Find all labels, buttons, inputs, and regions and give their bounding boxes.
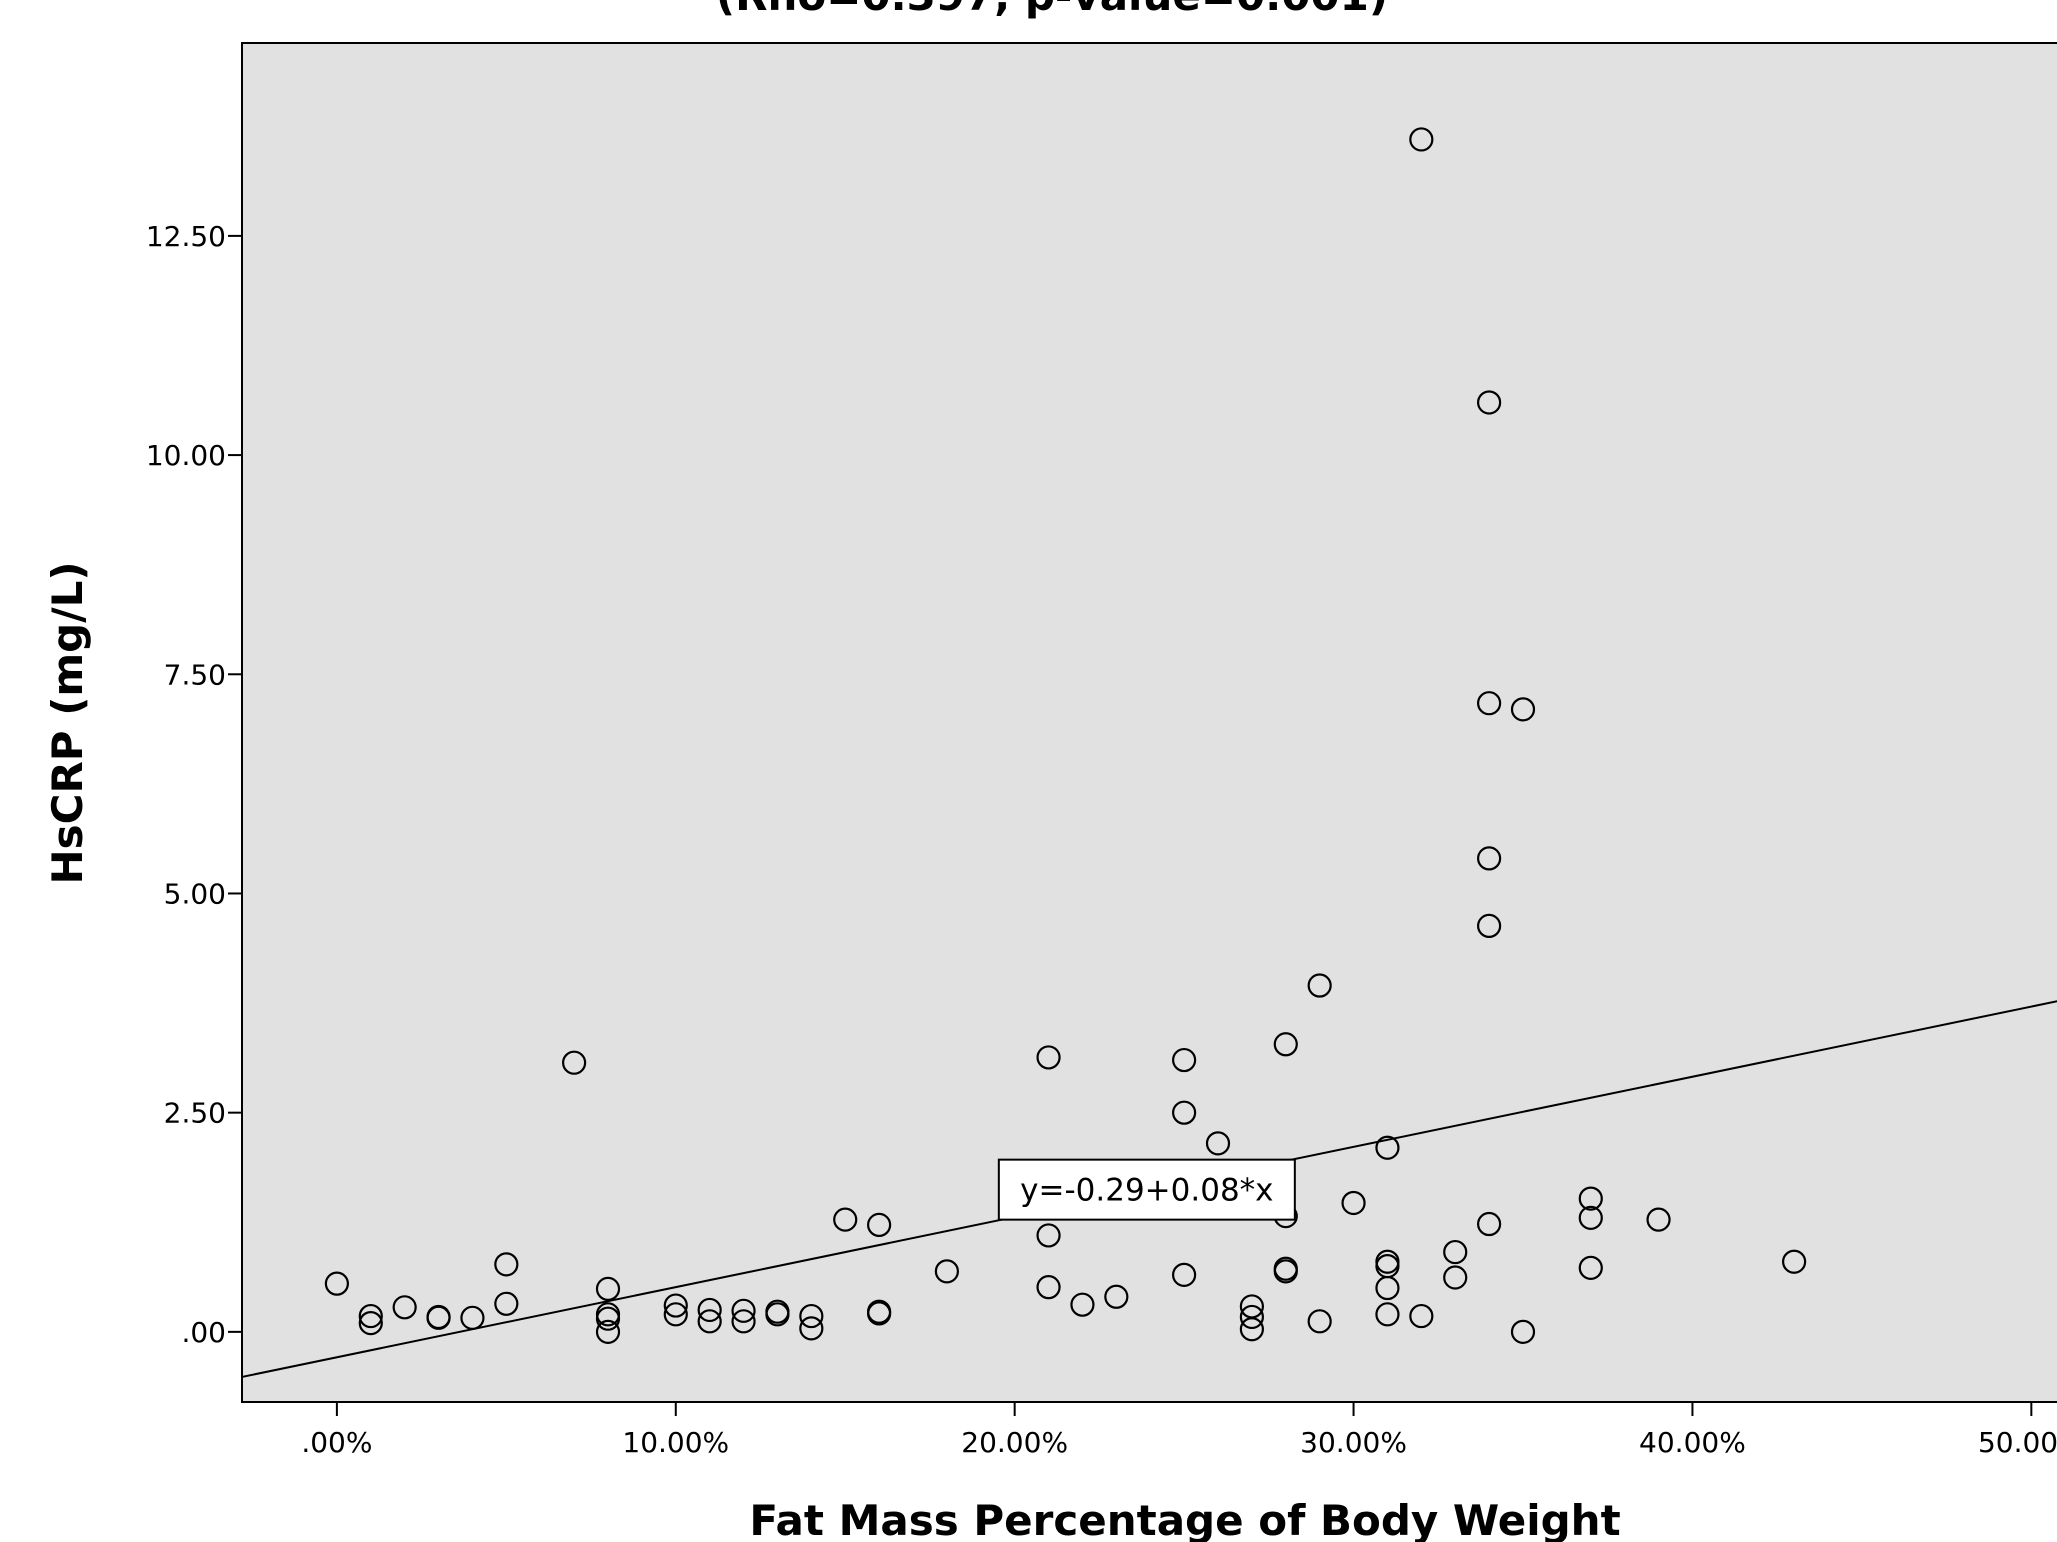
data-point: [1172, 1100, 1197, 1125]
data-point: [494, 1291, 519, 1316]
data-point: [595, 1319, 621, 1344]
data-point: [1578, 1186, 1603, 1211]
data-point: [1578, 1205, 1603, 1230]
data-point: [1273, 1259, 1298, 1284]
data-point: [1375, 1135, 1400, 1160]
data-point: [1205, 1131, 1231, 1156]
data-point: [1307, 973, 1332, 998]
y-tick-label: 12.50: [146, 220, 226, 253]
data-point: [1443, 1239, 1468, 1265]
data-point: [1239, 1304, 1264, 1330]
x-axis: .00% 10.00% 20.00% 30.00% 40.00% 50.00%: [301, 1402, 2057, 1459]
data-point: [731, 1298, 756, 1323]
data-point: [324, 1271, 349, 1296]
data-point: [1782, 1249, 1807, 1274]
x-tick-label: .00%: [301, 1426, 372, 1459]
data-point: [1443, 1265, 1468, 1290]
fit-equation-box: [997, 1158, 1296, 1221]
y-tick-label: 7.50: [164, 658, 226, 691]
chart-title: (Rho=0.397, p-value=0.001): [716, 0, 1388, 20]
data-point: [663, 1302, 688, 1327]
data-point: [1341, 1190, 1366, 1216]
data-point: [867, 1212, 892, 1237]
data-point: [799, 1316, 824, 1341]
data-point: [1273, 1032, 1298, 1057]
data-point: [765, 1302, 790, 1327]
y-tick-label: 10.00: [146, 439, 226, 472]
y-tick-label: 5.00: [164, 877, 226, 910]
data-point: [1477, 691, 1502, 716]
data-points: [324, 127, 1807, 1344]
data-point: [663, 1293, 688, 1318]
x-tick-label: 10.00%: [622, 1426, 729, 1459]
data-point: [1036, 1045, 1061, 1070]
data-point: [562, 1050, 587, 1075]
data-point: [426, 1304, 451, 1330]
x-axis-title: Fat Mass Percentage of Body Weight: [749, 1496, 1620, 1542]
data-point: [1510, 697, 1536, 722]
data-point: [867, 1301, 892, 1326]
data-point: [1477, 846, 1502, 871]
data-point: [1239, 1317, 1264, 1342]
data-point: [697, 1297, 722, 1323]
data-point: [1172, 1047, 1197, 1073]
y-axis: .00 2.50 5.00 7.50 10.00 12.50: [146, 220, 242, 1349]
data-point: [1070, 1292, 1095, 1317]
data-point: [1477, 913, 1502, 939]
data-point: [358, 1303, 383, 1329]
data-point: [934, 1259, 959, 1284]
data-point: [1510, 1319, 1536, 1344]
data-point: [392, 1295, 417, 1320]
data-point: [833, 1207, 858, 1232]
data-point: [1375, 1302, 1400, 1327]
data-point: [1036, 1275, 1061, 1300]
fit-equation-label: y=-0.29+0.08*x: [1020, 1173, 1273, 1209]
data-point: [1104, 1284, 1129, 1309]
fit-line-group: y=-0.29+0.08*x: [241, 1000, 2057, 1378]
x-tick-label: 20.00%: [961, 1426, 1068, 1459]
data-point: [1578, 1255, 1603, 1280]
data-point: [799, 1303, 824, 1329]
data-point: [494, 1252, 519, 1277]
y-axis-title: HsCRP (mg/L): [43, 561, 92, 884]
x-tick-label: 40.00%: [1639, 1426, 1746, 1459]
data-point: [1172, 1262, 1197, 1287]
data-point: [1477, 390, 1502, 415]
data-point: [1375, 1275, 1400, 1301]
data-point: [1036, 1223, 1061, 1248]
data-point: [1646, 1207, 1671, 1232]
y-tick-label: 2.50: [164, 1097, 226, 1130]
y-tick-label: .00: [181, 1316, 226, 1349]
data-point: [358, 1310, 383, 1336]
data-point: [1409, 1303, 1434, 1329]
data-point: [731, 1309, 756, 1334]
data-point: [697, 1309, 722, 1334]
data-point: [1409, 127, 1434, 152]
data-point: [1307, 1309, 1332, 1334]
x-tick-label: 30.00%: [1300, 1426, 1407, 1459]
x-tick-label: 50.00%: [1978, 1426, 2057, 1459]
data-point: [595, 1306, 621, 1331]
data-point: [595, 1276, 621, 1301]
data-point: [1477, 1211, 1502, 1237]
